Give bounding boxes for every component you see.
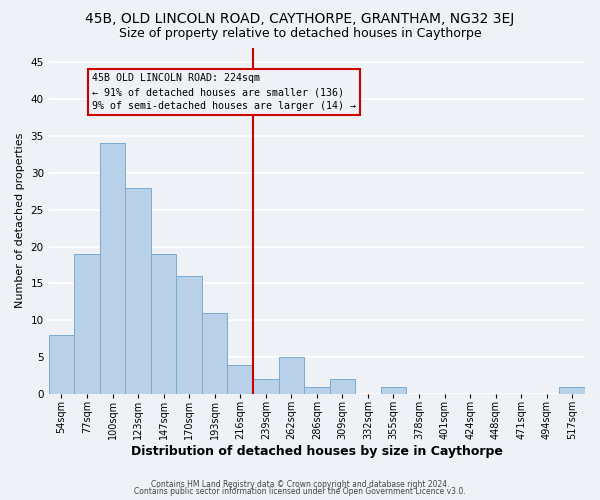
- Bar: [329, 380, 355, 394]
- Bar: [304, 386, 329, 394]
- Text: Contains public sector information licensed under the Open Government Licence v3: Contains public sector information licen…: [134, 487, 466, 496]
- Bar: [227, 364, 253, 394]
- Bar: [278, 357, 304, 394]
- Bar: [151, 254, 176, 394]
- Text: Size of property relative to detached houses in Caythorpe: Size of property relative to detached ho…: [119, 28, 481, 40]
- Bar: [176, 276, 202, 394]
- Bar: [125, 188, 151, 394]
- Text: Contains HM Land Registry data © Crown copyright and database right 2024.: Contains HM Land Registry data © Crown c…: [151, 480, 449, 489]
- Bar: [380, 386, 406, 394]
- Bar: [49, 335, 74, 394]
- Bar: [202, 313, 227, 394]
- Y-axis label: Number of detached properties: Number of detached properties: [15, 133, 25, 308]
- X-axis label: Distribution of detached houses by size in Caythorpe: Distribution of detached houses by size …: [131, 444, 503, 458]
- Text: 45B OLD LINCOLN ROAD: 224sqm
← 91% of detached houses are smaller (136)
9% of se: 45B OLD LINCOLN ROAD: 224sqm ← 91% of de…: [92, 74, 356, 112]
- Text: 45B, OLD LINCOLN ROAD, CAYTHORPE, GRANTHAM, NG32 3EJ: 45B, OLD LINCOLN ROAD, CAYTHORPE, GRANTH…: [85, 12, 515, 26]
- Bar: [74, 254, 100, 394]
- Bar: [100, 144, 125, 394]
- Bar: [559, 386, 585, 394]
- Bar: [253, 380, 278, 394]
